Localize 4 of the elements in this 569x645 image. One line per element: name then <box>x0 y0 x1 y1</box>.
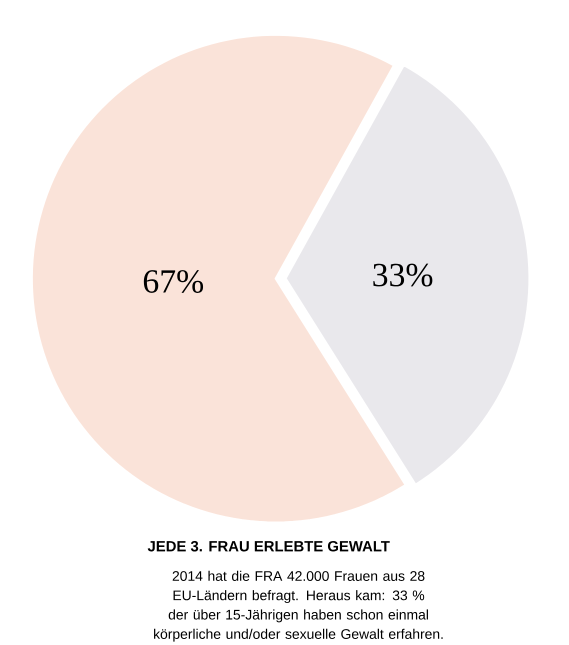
data-label: 33% <box>373 264 432 287</box>
data-label: 67% <box>144 270 203 293</box>
text: 2014 hat die FRA 42.000 Frauen aus 28 EU-Ländern befragt. Heraus kam: 33 % der über 15-Jährigen haben schon einmal körperliche und/oder sexuelle Gewalt erfahren. <box>154 570 443 642</box>
text: JEDE 3. FRAU ERLEBTE GEWALT <box>148 540 390 552</box>
